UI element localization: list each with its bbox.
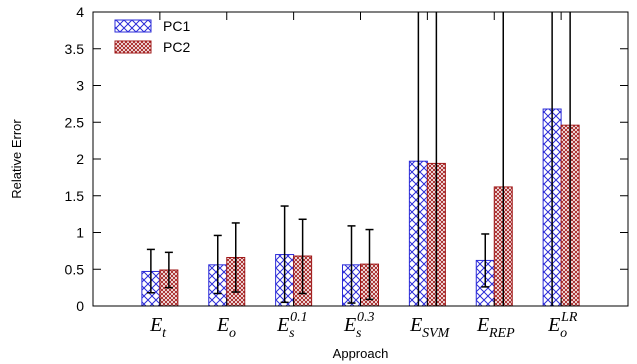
y-tick-label: 0 <box>76 298 84 314</box>
x-tick-label-subscript: t <box>162 326 167 341</box>
x-tick-label: E SVM <box>409 314 451 341</box>
x-tick-label-subscript: REP <box>488 326 515 341</box>
y-tick-label: 1.5 <box>65 188 85 204</box>
bars-layer <box>141 108 580 307</box>
y-tick-label: 2.5 <box>65 114 85 130</box>
x-tick-label: E REP <box>476 314 515 341</box>
error-bars-layer <box>146 12 571 306</box>
y-tick-label: 4 <box>76 4 84 20</box>
x-tick-label-base: E <box>547 314 560 336</box>
y-tick-label: 3 <box>76 78 84 94</box>
x-tick-label-subscript: o <box>560 326 567 341</box>
legend-swatch-pc1 <box>114 19 152 33</box>
x-tick-label-base: E <box>476 314 489 336</box>
x-tick-label-base: E <box>409 314 422 336</box>
x-tick-label-subscript: s <box>289 326 295 341</box>
x-tick-label-base: E <box>149 314 162 336</box>
x-tick-label-subscript: s <box>356 326 362 341</box>
x-tick-label-subscript: SVM <box>422 326 451 341</box>
y-tick-label: 1 <box>76 225 84 241</box>
x-tick-label-superscript: 0.1 <box>290 310 308 325</box>
y-axis-label: Relative Error <box>9 119 24 199</box>
y-tick-label: 2 <box>76 151 84 167</box>
legend-swatch-pc2 <box>114 40 152 54</box>
x-tick-label-base: E <box>343 314 356 336</box>
y-axis: 0 0.5 1 1.5 2 2.5 3 3.5 4 <box>65 4 628 314</box>
y-tick-label: 3.5 <box>65 41 85 57</box>
x-tick-label-superscript: LR <box>560 310 578 325</box>
x-tick-label-subscript: o <box>229 326 236 341</box>
x-tick-label-base: E <box>276 314 289 336</box>
legend-label-pc1: PC1 <box>163 18 190 34</box>
x-tick-label-superscript: 0.3 <box>357 310 375 325</box>
legend-label-pc2: PC2 <box>163 39 190 55</box>
x-axis-label: Approach <box>333 346 389 361</box>
y-tick-label: 0.5 <box>65 261 85 277</box>
x-tick-label-base: E <box>216 314 229 336</box>
